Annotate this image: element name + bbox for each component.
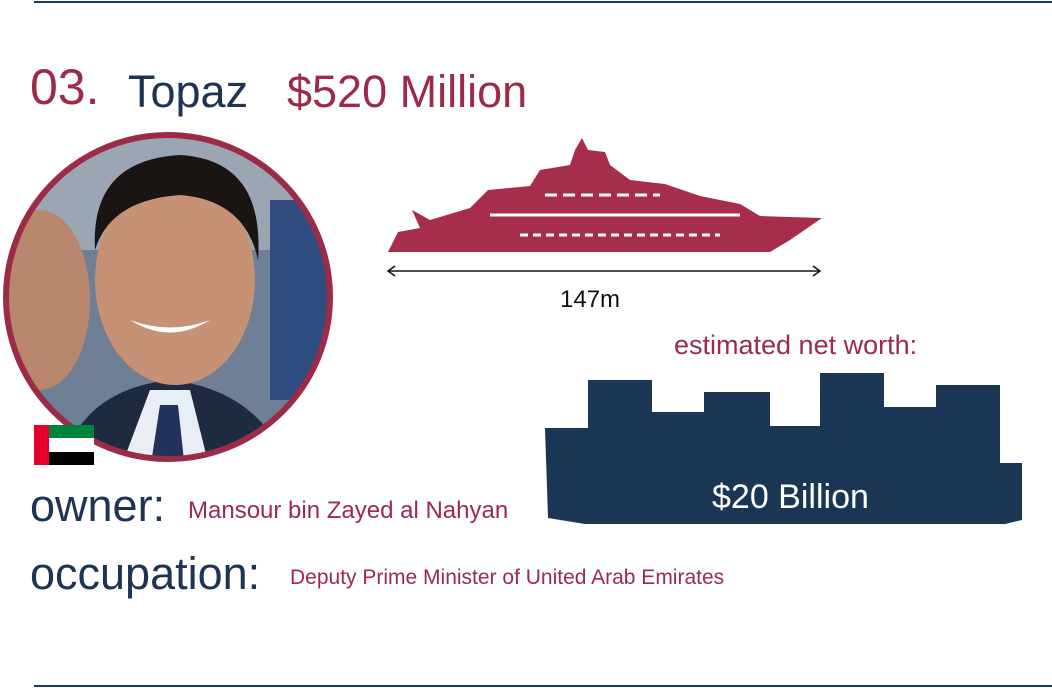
uae-flag (34, 425, 94, 465)
length-arrow (386, 265, 822, 277)
coin-stacks (545, 373, 1022, 524)
rank-number: 03. (30, 59, 100, 115)
occupation-text: Deputy Prime Minister of United Arab Emi… (290, 566, 725, 589)
net-worth-label: estimated net worth: (674, 330, 918, 360)
yacht-length: 147m (560, 286, 621, 313)
photo-border (3, 132, 333, 462)
net-worth-value: $20 Billion (712, 478, 869, 516)
occupation-label: occupation: (30, 548, 261, 599)
yacht-price: $520 Million (287, 66, 528, 117)
yacht-name: Topaz (128, 66, 249, 117)
owner-label: owner: (30, 480, 166, 531)
owner-name: Mansour bin Zayed al Nahyan (188, 497, 509, 524)
yacht-windows (490, 193, 740, 237)
